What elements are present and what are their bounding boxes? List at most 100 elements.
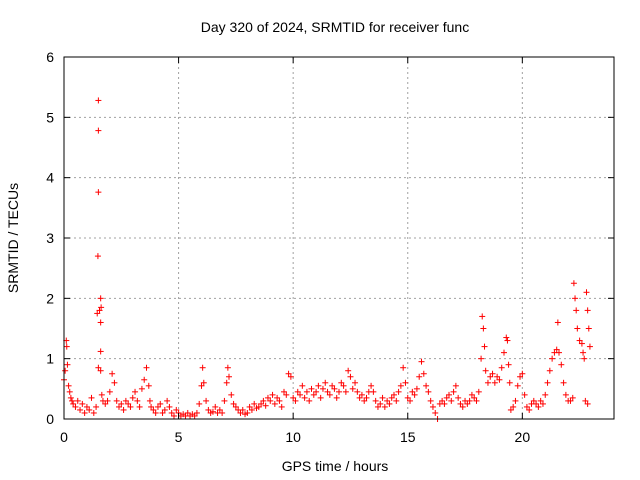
data-point [363,394,370,401]
data-point [395,388,402,395]
x-tick-label: 5 [175,429,183,445]
data-point [129,394,136,401]
data-point [116,403,122,410]
data-point [404,394,411,401]
y-tick-label: 2 [46,290,54,306]
data-point [310,391,317,398]
data-point [96,307,103,314]
data-point [562,391,569,398]
data-point [581,355,588,362]
data-point [145,382,152,389]
data-point [446,391,452,398]
data-point [407,397,414,404]
data-point [267,397,274,404]
data-point [239,406,246,413]
data-point [148,403,155,410]
data-point [533,400,540,407]
data-point [377,400,384,407]
data-point [184,409,191,416]
data-point [370,388,377,395]
data-point [271,400,278,407]
data-point [352,379,359,386]
data-point [203,397,210,404]
y-tick-label: 0 [46,411,54,427]
data-point [64,361,71,368]
data-point [164,397,171,404]
data-point [347,373,354,380]
data-point [281,388,287,395]
data-point [226,373,232,380]
data-point [423,382,430,389]
data-point [333,394,340,401]
data-point [582,397,589,404]
data-point [567,397,574,404]
y-tick-label: 1 [46,351,54,367]
data-point [402,379,409,386]
data-point [349,385,356,392]
data-point [95,189,102,196]
data-point [480,325,487,332]
x-tick-label: 15 [400,429,416,445]
data-point [94,253,101,260]
data-point [425,388,432,395]
data-point [450,388,457,395]
data-point [83,403,90,410]
data-point [106,388,113,395]
data-point [77,406,84,413]
data-point [191,412,198,419]
data-point [560,379,567,386]
data-point [326,391,333,398]
data-point [111,379,118,386]
data-point [537,397,544,404]
data-point [297,391,304,398]
data-point [209,408,216,415]
y-tick-label: 6 [46,49,54,65]
data-point [510,403,517,410]
data-point [400,364,407,371]
data-point [505,361,512,368]
data-point [118,400,125,407]
data-point [416,373,423,380]
data-point [63,343,70,350]
data-point [556,349,562,356]
data-point [193,409,200,416]
data-point [157,400,164,407]
data-point [143,364,150,371]
data-point [331,385,338,392]
data-point [345,367,352,374]
data-point [530,397,537,404]
data-point [246,403,253,410]
data-point [432,409,439,416]
data-point [219,409,226,416]
data-point [81,409,88,416]
data-point [299,382,306,389]
x-axis-title: GPS time / hours [282,458,389,474]
data-point [136,403,143,410]
data-point [573,307,580,314]
data-point [429,403,436,410]
data-point [393,397,400,404]
data-point [221,397,228,404]
data-point [134,397,141,404]
data-point [113,397,120,404]
data-point [141,376,148,383]
data-point [479,313,486,320]
data-point [452,382,459,389]
data-point [276,397,283,404]
data-point [506,379,513,386]
data-point [97,367,104,374]
data-point [86,406,93,413]
data-point [535,403,542,410]
data-point [519,370,526,377]
y-axis-title: SRMTID / TECUs [5,183,21,293]
data-point [319,385,326,392]
data-point [504,337,511,344]
data-point [372,397,379,404]
data-point [475,388,482,395]
x-tick-label: 10 [285,429,301,445]
data-point [278,403,285,410]
data-point [379,394,386,401]
data-point [324,388,331,395]
data-point [122,397,129,404]
data-point [294,388,301,395]
